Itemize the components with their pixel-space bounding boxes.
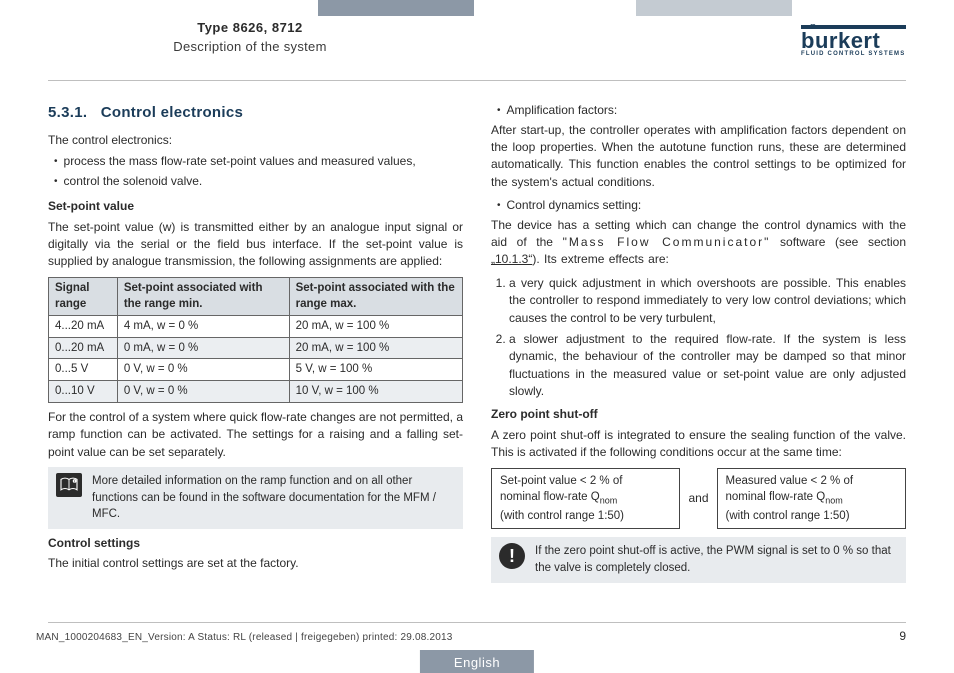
table-row: 4...20 mA 4 mA, w = 0 % 20 mA, w = 100 % <box>49 316 463 338</box>
top-accent-light <box>636 0 792 16</box>
rule-bottom <box>48 622 906 623</box>
zp-and: and <box>680 468 716 530</box>
doc-type: Type 8626, 8712 <box>100 20 400 35</box>
after-table-text: For the control of a system where quick … <box>48 409 463 461</box>
control-settings-heading: Control settings <box>48 535 463 552</box>
amp-bullet: Amplification factors: <box>491 102 906 120</box>
brand-logo: b• •urkert FLUID CONTROL SYSTEMS <box>801 25 906 57</box>
effects-list: a very quick adjustment in which oversho… <box>491 275 906 401</box>
cd-text: The device has a setting which can chang… <box>491 217 906 269</box>
section-number: 5.3.1. <box>48 104 87 121</box>
warning-note: ! If the zero point shut-off is active, … <box>491 537 906 582</box>
warning-text: If the zero point shut-off is active, th… <box>535 543 898 576</box>
book-icon: i <box>56 473 82 497</box>
logo-text: b• •urkert <box>801 31 906 51</box>
bullet-item: process the mass flow-rate set-point val… <box>54 153 463 171</box>
cd-bullet: Control dynamics setting: <box>491 197 906 215</box>
rule-top <box>48 80 906 81</box>
right-column: Amplification factors: After start-up, t… <box>491 102 906 617</box>
page-number: 9 <box>899 629 906 643</box>
table-header: Set-point associated with the range max. <box>289 277 462 315</box>
table-row: 0...10 V 0 V, w = 0 % 10 V, w = 100 % <box>49 381 463 403</box>
content-area: 5.3.1. Control electronics The control e… <box>48 102 906 617</box>
logo-tagline: FLUID CONTROL SYSTEMS <box>801 51 906 57</box>
svg-text:i: i <box>74 480 75 484</box>
list-item: a very quick adjustment in which oversho… <box>509 275 906 327</box>
table-header: Signal range <box>49 277 118 315</box>
zp-condition-left: Set-point value < 2 % of nominal flow-ra… <box>491 468 680 530</box>
note-text: More detailed information on the ramp fu… <box>92 473 455 523</box>
intro-text: The control electronics: <box>48 132 463 149</box>
list-item: a slower adjustment to the required flow… <box>509 331 906 401</box>
footer-meta: MAN_1000204683_EN_Version: A Status: RL … <box>36 632 453 643</box>
section-link[interactable]: „10.1.3“ <box>491 252 532 266</box>
header-title-block: Type 8626, 8712 Description of the syste… <box>100 20 400 54</box>
table-row: 0...5 V 0 V, w = 0 % 5 V, w = 100 % <box>49 359 463 381</box>
bullet-item: control the solenoid valve. <box>54 173 463 191</box>
table-row: 0...20 mA 0 mA, w = 0 % 20 mA, w = 100 % <box>49 337 463 359</box>
page-header: Type 8626, 8712 Description of the syste… <box>0 20 954 75</box>
table-header-row: Signal range Set-point associated with t… <box>49 277 463 315</box>
info-note: i More detailed information on the ramp … <box>48 467 463 529</box>
footer-language: English <box>420 650 534 673</box>
cd-label: Control dynamics setting: <box>497 197 906 215</box>
amp-label: Amplification factors: <box>497 102 906 120</box>
setpoint-heading: Set-point value <box>48 198 463 215</box>
doc-desc: Description of the system <box>100 39 400 54</box>
left-column: 5.3.1. Control electronics The control e… <box>48 102 463 617</box>
zero-point-conditions: Set-point value < 2 % of nominal flow-ra… <box>491 468 906 530</box>
section-heading: Control electronics <box>101 104 243 121</box>
top-accent-dark <box>318 0 474 16</box>
exclamation-icon: ! <box>499 543 525 569</box>
zero-point-text: A zero point shut-off is integrated to e… <box>491 427 906 462</box>
section-title: 5.3.1. Control electronics <box>48 102 463 124</box>
zero-point-heading: Zero point shut-off <box>491 406 906 423</box>
zp-condition-right: Measured value < 2 % of nominal flow-rat… <box>717 468 906 530</box>
control-settings-text: The initial control settings are set at … <box>48 555 463 572</box>
intro-bullets: process the mass flow-rate set-point val… <box>48 153 463 190</box>
table-header: Set-point associated with the range min. <box>117 277 289 315</box>
amp-text: After start-up, the controller operates … <box>491 122 906 192</box>
signal-table: Signal range Set-point associated with t… <box>48 277 463 403</box>
setpoint-text: The set-point value (w) is transmitted e… <box>48 219 463 271</box>
